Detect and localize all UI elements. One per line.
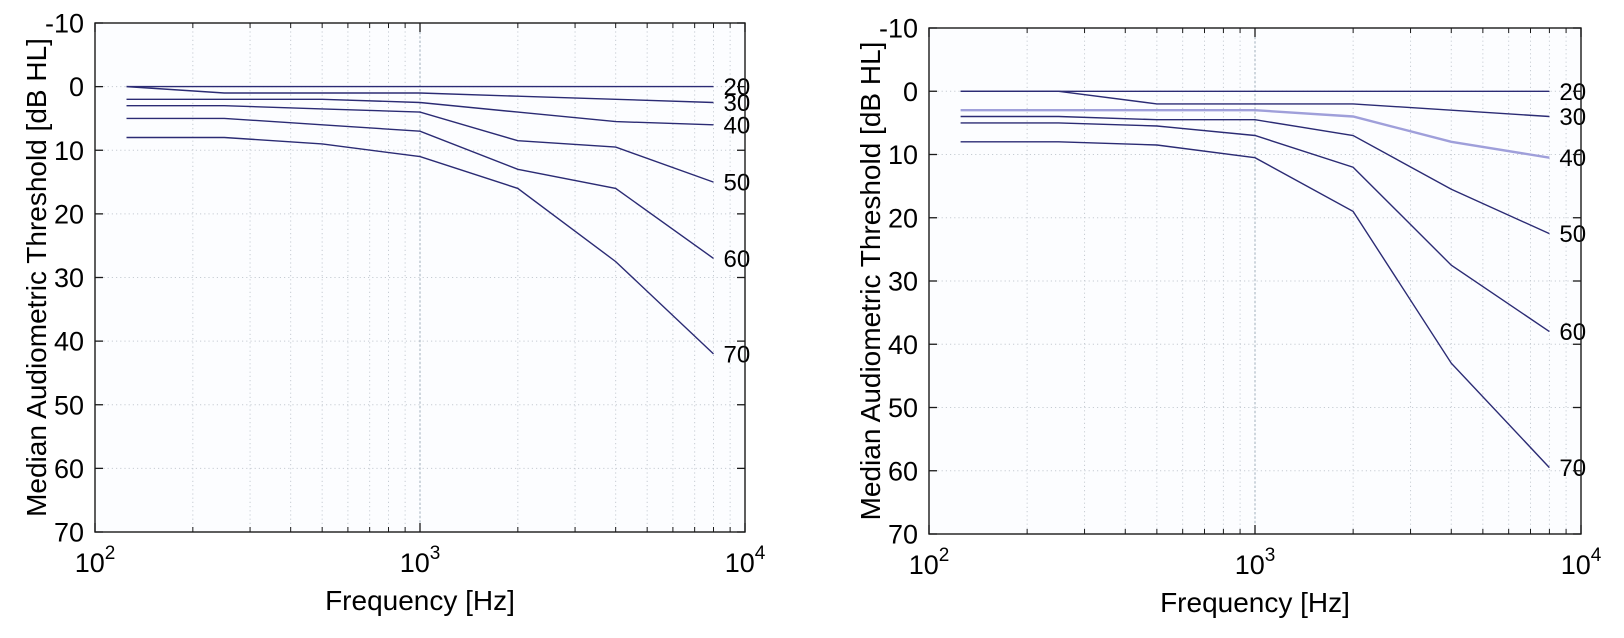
series-age-label: 30	[1559, 104, 1586, 131]
y-tick-label: 30	[54, 263, 84, 293]
y-tick-label: 20	[888, 203, 918, 233]
series-age-label: 70	[1559, 455, 1586, 482]
series-age-label: 50	[724, 170, 751, 197]
y-tick-label: 70	[888, 520, 918, 550]
x-tick-label: 104	[1561, 545, 1602, 580]
series-age-label: 30	[724, 90, 751, 117]
y-tick-label: 40	[54, 327, 84, 357]
series-age-label: 20	[1559, 79, 1586, 106]
y-tick-label: -10	[45, 9, 84, 39]
y-tick-label: 60	[888, 456, 918, 486]
series-age-label: 70	[724, 341, 751, 368]
y-tick-label: 60	[54, 454, 84, 484]
y-tick-label: 30	[888, 267, 918, 297]
series-age-label: 60	[724, 246, 751, 273]
y-tick-label: 10	[54, 136, 84, 166]
x-tick-label: 103	[1235, 545, 1276, 580]
y-tick-label: 50	[54, 390, 84, 420]
series-line-age-70	[960, 141, 1550, 469]
series-line-age-50	[960, 115, 1550, 235]
y-axis-label: Median Audiometric Threshold [dB HL]	[21, 38, 52, 517]
series-age-label: 40	[724, 112, 751, 139]
series-line-age-60	[126, 117, 714, 259]
series-line-age-70	[126, 136, 714, 355]
series-line-age-60	[960, 122, 1550, 333]
series-line-age-40	[960, 108, 1550, 159]
series-line-age-50	[126, 104, 714, 183]
x-tick-label: 104	[725, 543, 766, 578]
series-age-label: 40	[1559, 145, 1586, 172]
x-tick-label: 102	[75, 543, 116, 578]
series-age-label: 60	[1559, 319, 1586, 346]
y-tick-label: 50	[888, 393, 918, 423]
y-tick-label: 40	[888, 330, 918, 360]
x-tick-label: 102	[909, 545, 950, 580]
x-tick-label: 103	[400, 543, 441, 578]
y-tick-label: 0	[903, 77, 918, 107]
series-line-age-40	[126, 98, 714, 126]
x-axis-label: Frequency [Hz]	[1160, 587, 1350, 618]
y-tick-label: 20	[54, 199, 84, 229]
series-age-label: 50	[1559, 221, 1586, 248]
series-line-age-30	[960, 90, 1550, 118]
y-tick-label: 70	[54, 518, 84, 548]
series-line-age-30	[126, 85, 714, 104]
series-age-label: 20	[724, 74, 751, 101]
y-axis-label: Median Audiometric Threshold [dB HL]	[855, 42, 886, 521]
y-tick-label: 0	[69, 72, 84, 102]
x-axis-label: Frequency [Hz]	[325, 585, 515, 616]
y-tick-label: -10	[879, 14, 918, 44]
y-tick-label: 10	[888, 140, 918, 170]
